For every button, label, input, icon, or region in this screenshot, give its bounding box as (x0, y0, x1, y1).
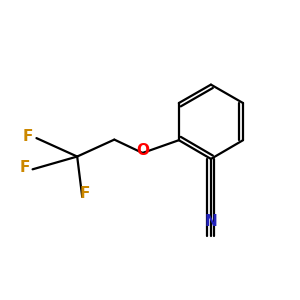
Text: O: O (136, 142, 149, 158)
Text: F: F (80, 186, 90, 201)
Text: F: F (19, 160, 30, 175)
Text: N: N (205, 214, 217, 229)
Text: F: F (23, 129, 34, 144)
